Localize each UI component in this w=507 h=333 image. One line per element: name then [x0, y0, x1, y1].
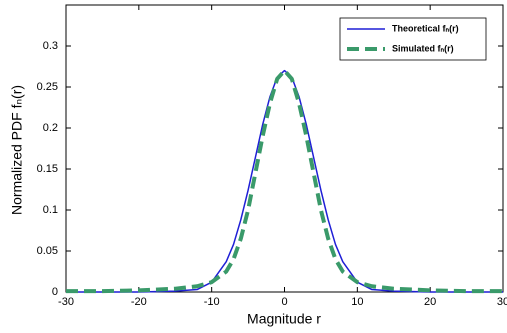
- x-tick-label: 10: [351, 296, 363, 308]
- y-tick-label: 0: [52, 286, 58, 298]
- legend-label: Theoretical fₙ(r): [392, 23, 459, 33]
- x-tick-label: 30: [497, 296, 507, 308]
- y-tick-label: 0.15: [37, 163, 58, 175]
- legend-box: [339, 17, 487, 61]
- x-tick-label: -10: [204, 296, 220, 308]
- series-line: [66, 69, 503, 293]
- x-tick-label: 20: [424, 296, 436, 308]
- x-axis-label: Magnitude r: [247, 311, 321, 327]
- series-line: [66, 68, 503, 294]
- x-tick-label: -30: [58, 296, 74, 308]
- y-tick-label: 0.3: [43, 40, 58, 52]
- y-axis-label: Normalized PDF fₙ(r): [9, 85, 25, 215]
- y-tick-label: 0.2: [43, 122, 58, 134]
- y-tick-label: 0.25: [37, 81, 58, 93]
- x-tick-label: -20: [131, 296, 147, 308]
- x-tick-label: 0: [281, 296, 287, 308]
- y-tick-label: 0.05: [37, 245, 58, 257]
- legend-label: Simulated fₙ(r): [392, 43, 454, 53]
- y-tick-label: 0.1: [43, 204, 58, 216]
